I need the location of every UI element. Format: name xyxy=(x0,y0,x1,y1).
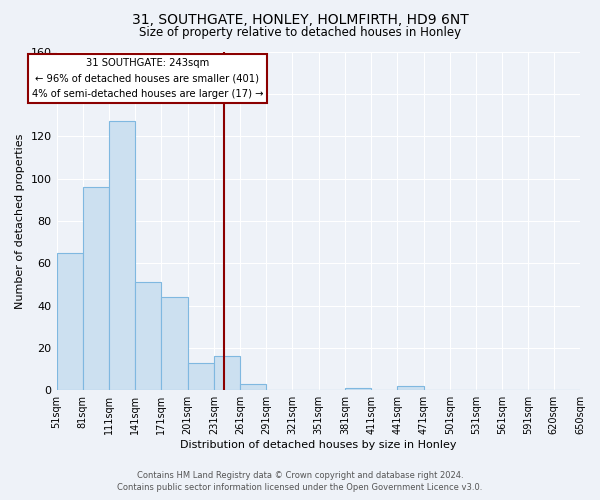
Bar xyxy=(135,282,161,391)
Text: 31 SOUTHGATE: 243sqm
← 96% of detached houses are smaller (401)
4% of semi-detac: 31 SOUTHGATE: 243sqm ← 96% of detached h… xyxy=(32,58,263,99)
Bar xyxy=(345,388,371,390)
Bar xyxy=(397,386,424,390)
Bar xyxy=(240,384,266,390)
Y-axis label: Number of detached properties: Number of detached properties xyxy=(15,133,25,308)
Bar xyxy=(109,122,135,390)
Text: Size of property relative to detached houses in Honley: Size of property relative to detached ho… xyxy=(139,26,461,39)
Bar xyxy=(161,297,188,390)
Text: 31, SOUTHGATE, HONLEY, HOLMFIRTH, HD9 6NT: 31, SOUTHGATE, HONLEY, HOLMFIRTH, HD9 6N… xyxy=(131,12,469,26)
Bar xyxy=(83,187,109,390)
Text: Contains HM Land Registry data © Crown copyright and database right 2024.
Contai: Contains HM Land Registry data © Crown c… xyxy=(118,471,482,492)
X-axis label: Distribution of detached houses by size in Honley: Distribution of detached houses by size … xyxy=(180,440,457,450)
Bar xyxy=(188,363,214,390)
Bar xyxy=(214,356,240,390)
Bar xyxy=(56,252,83,390)
